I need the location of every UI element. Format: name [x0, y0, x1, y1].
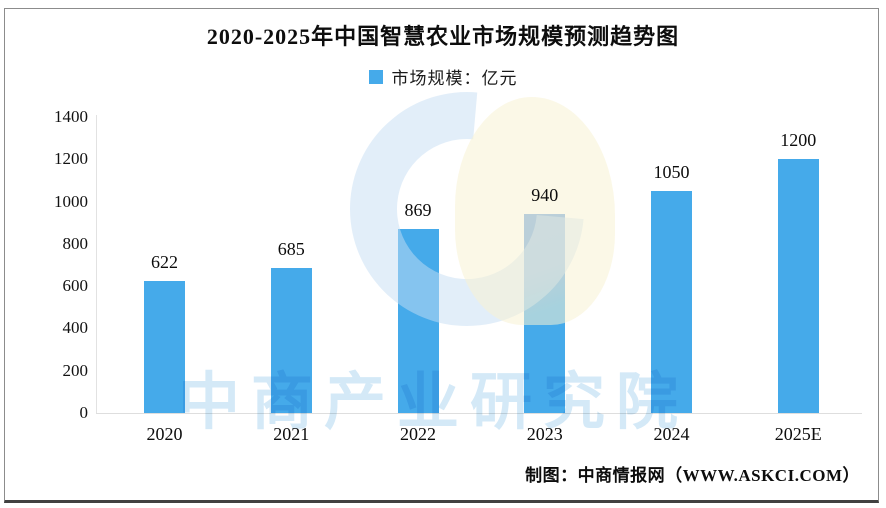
- y-tick-label: 800: [62, 233, 89, 253]
- bar-2021: [270, 268, 312, 413]
- y-tick-label: 200: [62, 360, 89, 380]
- y-axis-line: [96, 115, 97, 413]
- bar-value-label: 685: [277, 239, 305, 260]
- y-tick-label: 1000: [54, 191, 88, 211]
- attribution-text: 制图：中商情报网（WWW.ASKCI.COM）: [525, 466, 860, 485]
- bar-2024: [651, 191, 693, 413]
- bar-value-label: 622: [151, 252, 178, 273]
- bar-2025E: [777, 159, 819, 413]
- y-tick-label: 0: [79, 403, 89, 422]
- bar-value-label: 869: [404, 200, 432, 221]
- bar-value-label: 1200: [780, 130, 817, 151]
- chart-legend: 市场规模：亿元: [0, 64, 886, 89]
- legend-label: 市场规模：亿元: [391, 69, 518, 88]
- x-axis-label: 2022: [400, 424, 437, 444]
- bar-value-label: 940: [531, 185, 559, 206]
- bar-value-label: 1050: [653, 162, 690, 182]
- x-axis-line: [96, 413, 862, 414]
- chart-title: 2020-2025年中国智慧农业市场规模预测趋势图: [206, 24, 680, 49]
- watermark-text: 中商产业研究院: [178, 369, 690, 437]
- watermark-logo-blob: [455, 97, 615, 325]
- y-tick-label: 1400: [54, 107, 88, 126]
- x-axis-label: 2024: [653, 424, 690, 444]
- y-tick-label: 1200: [54, 149, 88, 169]
- x-axis-label: 2023: [526, 424, 563, 444]
- y-tick-label: 400: [62, 318, 89, 338]
- x-axis-label: 2021: [273, 424, 310, 444]
- bar-2022: [397, 229, 439, 413]
- y-tick-label: 600: [62, 276, 89, 296]
- x-axis-label: 2020: [146, 424, 183, 444]
- legend-swatch-icon: [368, 69, 383, 84]
- bar-2020: [144, 281, 185, 413]
- x-axis-label: 2025E: [774, 424, 822, 444]
